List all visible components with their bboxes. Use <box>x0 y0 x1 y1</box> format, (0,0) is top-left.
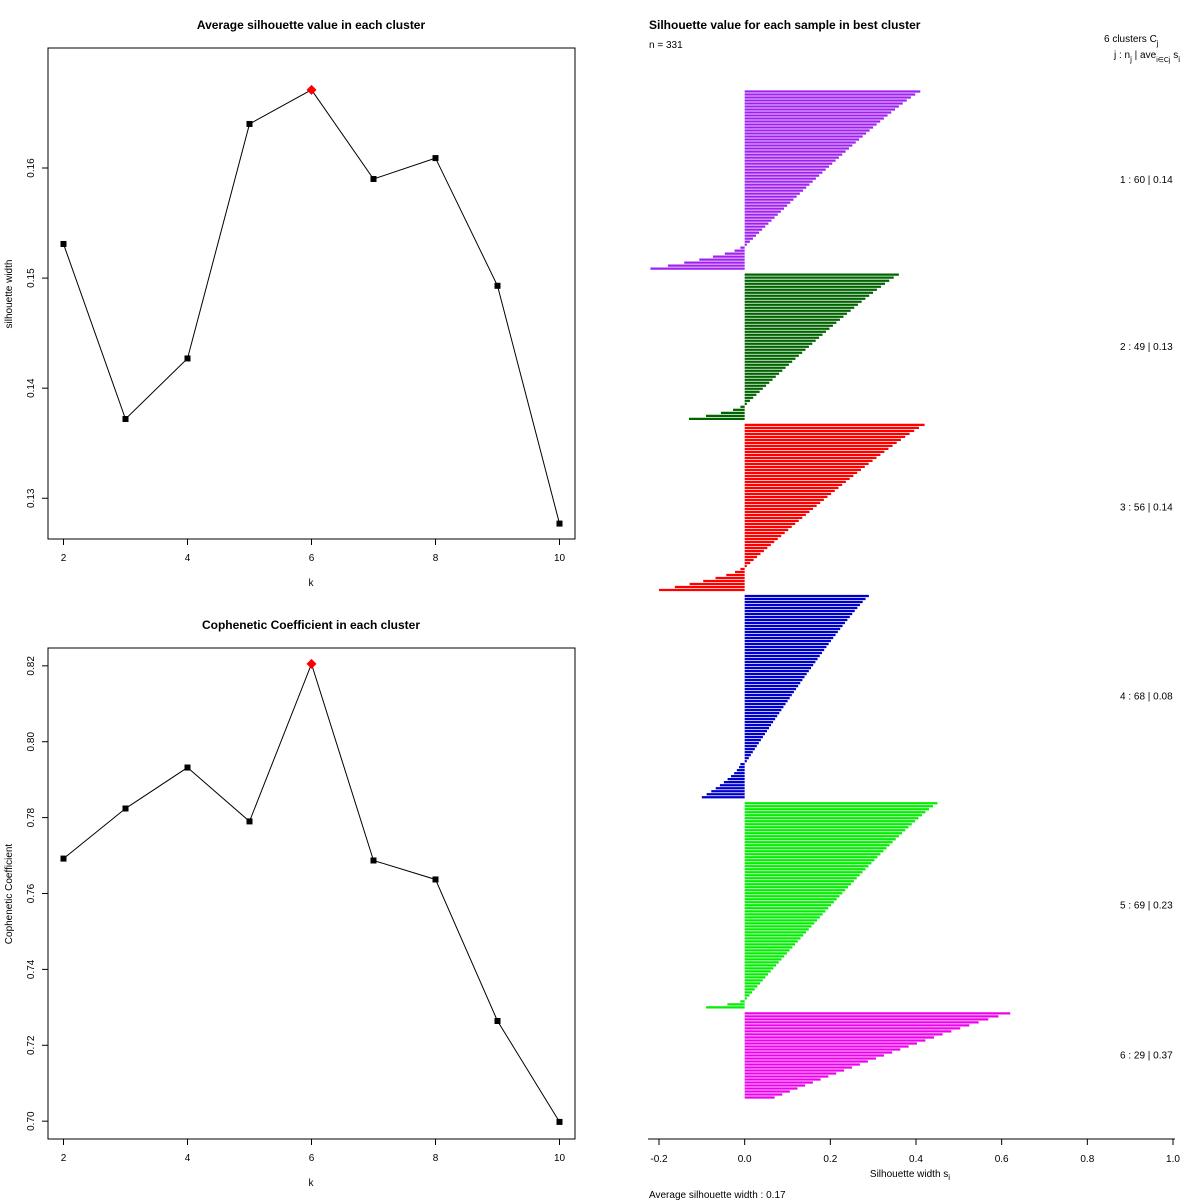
silhouette-avg-x-tick-label: 4 <box>185 553 191 564</box>
cluster-summary-labels: 1 : 60 | 0.14 2 : 49 | 0.13 3 : 56 | 0.14 4… <box>1120 175 1173 1061</box>
cophenetic-point <box>556 1118 563 1125</box>
cophenetic-line <box>63 662 560 1123</box>
silhouette-sample-x-tick-label: 0.8 <box>1080 1154 1094 1165</box>
cluster-summary-6: 6 : 29 | 0.37 <box>1120 1050 1173 1061</box>
silhouette-sample-x-label-sub: i <box>948 1173 950 1182</box>
average-silhouette-footer: Average silhouette width : 0.17 <box>649 1190 786 1200</box>
cophenetic-panel: Cophenetic Coefficient in each cluster 2… <box>4 618 576 1189</box>
silhouette-avg-x-axis: 2 4 6 8 10 <box>61 539 566 564</box>
silhouette-avg-x-tick-label: 6 <box>309 553 315 564</box>
legend-subheader-sub2: i∈Cj <box>1156 57 1171 64</box>
cophenetic-y-tick-label: 0.82 <box>26 656 37 676</box>
silhouette-avg-point <box>246 120 253 127</box>
cophenetic-x-tick-label: 10 <box>554 1153 566 1164</box>
cophenetic-plot-frame <box>47 647 576 1140</box>
cluster-summary-2: 2 : 49 | 0.13 <box>1120 342 1173 353</box>
cophenetic-y-tick-label: 0.74 <box>26 959 37 979</box>
cophenetic-point <box>246 818 253 825</box>
cophenetic-y-tick-label: 0.76 <box>26 883 37 903</box>
silhouette-avg-point <box>432 155 439 162</box>
silhouette-avg-y-tick-label: 0.16 <box>26 158 37 178</box>
silhouette-sample-x-label: Silhouette width si <box>870 1169 950 1182</box>
silhouette-avg-y-tick-label: 0.15 <box>26 268 37 288</box>
cophenetic-point <box>370 857 377 864</box>
silhouette-sample-x-tick-label: 1.0 <box>1166 1154 1180 1165</box>
silhouette-avg-point <box>60 240 67 247</box>
silhouette-avg-point <box>184 355 191 362</box>
cophenetic-x-label: k <box>309 1178 315 1189</box>
cophenetic-point <box>184 764 191 771</box>
silhouette-sample-x-label-main: Silhouette width s <box>870 1169 948 1180</box>
silhouette-avg-y-tick-label: 0.14 <box>26 378 37 398</box>
cophenetic-x-axis: 2 4 6 8 10 <box>61 1139 566 1164</box>
silhouette-sample-bars <box>650 90 1011 1099</box>
silhouette-avg-plot-frame <box>47 47 576 540</box>
cophenetic-point-best <box>306 658 317 669</box>
legend-subheader: j : nj | avei∈Cj si <box>1113 50 1180 64</box>
legend-subheader-mid: | ave <box>1132 50 1157 61</box>
cluster-summary-5: 5 : 69 | 0.23 <box>1120 900 1173 911</box>
cophenetic-x-tick-label: 4 <box>185 1153 191 1164</box>
legend-subheader-sub3: i <box>1178 55 1180 64</box>
silhouette-sample-title: Silhouette value for each sample in best… <box>649 18 921 32</box>
silhouette-avg-y-axis: 0.13 0.14 0.15 0.16 <box>26 158 48 508</box>
sample-count-label: n = 331 <box>649 40 683 51</box>
cophenetic-y-tick-label: 0.70 <box>26 1111 37 1131</box>
cophenetic-y-label: Cophenetic Coefficient <box>4 844 15 945</box>
silhouette-avg-x-label: k <box>309 578 315 589</box>
cophenetic-x-tick-label: 6 <box>309 1153 315 1164</box>
silhouette-sample-x-tick-label: 0.4 <box>909 1154 923 1165</box>
silhouette-avg-line <box>63 89 560 524</box>
cophenetic-x-tick-label: 2 <box>61 1153 67 1164</box>
silhouette-avg-y-tick-label: 0.13 <box>26 488 37 508</box>
silhouette-avg-title: Average silhouette value in each cluster <box>197 18 426 32</box>
legend-subheader-end: s <box>1170 50 1178 61</box>
cophenetic-series <box>60 658 563 1125</box>
cophenetic-point <box>60 855 67 862</box>
legend-header-main: 6 clusters C <box>1104 34 1157 45</box>
silhouette-sample-x-tick-label: 0.0 <box>738 1154 752 1165</box>
silhouette-avg-point-best <box>306 84 317 95</box>
silhouette-sample-x-tick-label: -0.2 <box>650 1154 668 1165</box>
legend-header: 6 clusters Cj <box>1104 34 1159 48</box>
silhouette-avg-point <box>370 176 377 183</box>
cophenetic-x-tick-label: 8 <box>433 1153 439 1164</box>
silhouette-sample-x-tick-label: 0.6 <box>995 1154 1009 1165</box>
cophenetic-y-tick-label: 0.80 <box>26 732 37 752</box>
cophenetic-y-tick-label: 0.72 <box>26 1035 37 1055</box>
legend-subheader-a: j : n <box>1113 50 1130 61</box>
cophenetic-point <box>122 805 129 812</box>
cluster-summary-1: 1 : 60 | 0.14 <box>1120 175 1173 186</box>
cluster-summary-3: 3 : 56 | 0.14 <box>1120 502 1173 513</box>
legend-subheader-sub1: j <box>1129 55 1132 64</box>
silhouette-avg-panel: Average silhouette value in each cluster… <box>4 18 576 589</box>
legend-header-sub: j <box>1156 39 1159 48</box>
cophenetic-y-axis: 0.70 0.72 0.74 0.76 0.78 0.80 0.82 <box>26 656 48 1131</box>
silhouette-avg-x-tick-label: 8 <box>433 553 439 564</box>
silhouette-avg-x-tick-label: 10 <box>554 553 566 564</box>
silhouette-sample-panel: Silhouette value for each sample in best… <box>648 18 1180 1200</box>
silhouette-avg-x-tick-label: 2 <box>61 553 67 564</box>
cluster-summary-4: 4 : 68 | 0.08 <box>1120 692 1173 703</box>
cophenetic-point <box>494 1017 501 1024</box>
silhouette-sample-x-tick-label: 0.2 <box>823 1154 837 1165</box>
silhouette-avg-point <box>122 416 129 423</box>
silhouette-avg-y-label: silhouette width <box>4 260 15 329</box>
cophenetic-point <box>432 876 439 883</box>
silhouette-avg-point <box>556 520 563 527</box>
cophenetic-title: Cophenetic Coefficient in each cluster <box>202 618 420 632</box>
silhouette-avg-series <box>60 84 563 527</box>
cophenetic-y-tick-label: 0.78 <box>26 807 37 827</box>
silhouette-sample-x-axis: -0.2 0.0 0.2 0.4 0.6 0.8 1.0 <box>650 1139 1180 1165</box>
silhouette-avg-point <box>494 282 501 289</box>
